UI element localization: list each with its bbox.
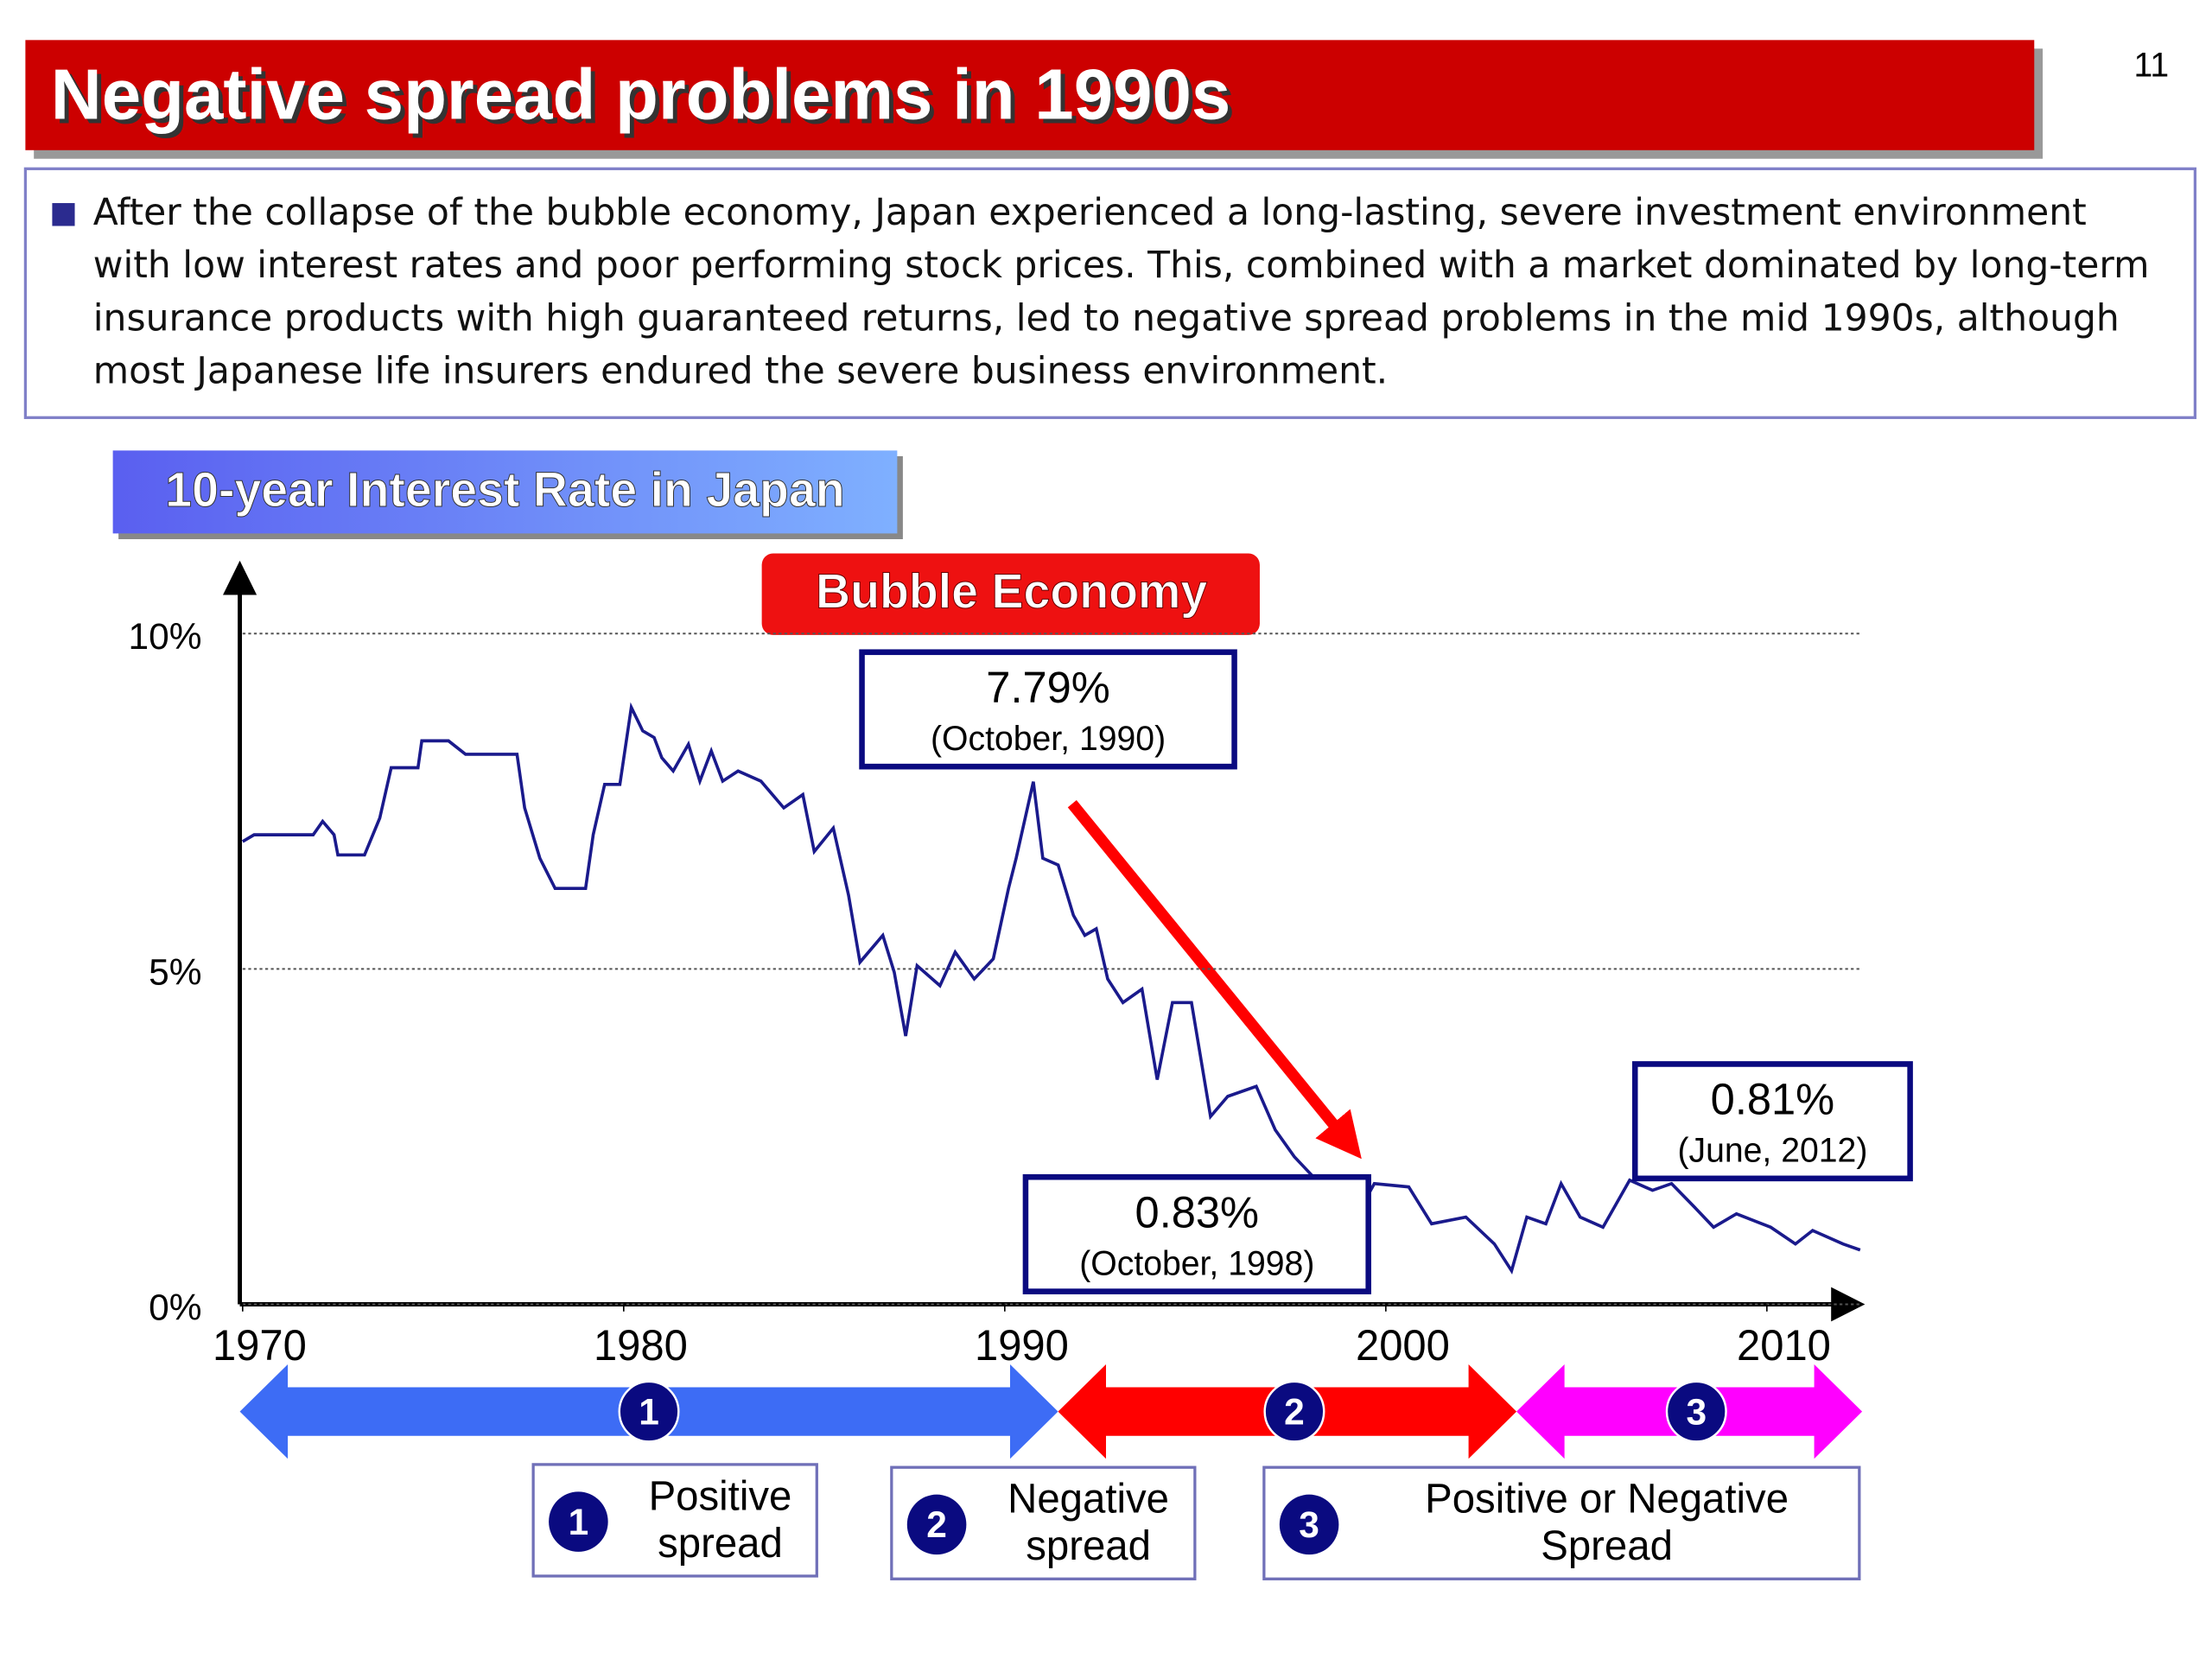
legend-label: Spread	[1541, 1523, 1673, 1569]
decline-arrow	[1067, 799, 1362, 1160]
bullet-box	[23, 167, 2197, 419]
period-number: 3	[1686, 1391, 1707, 1433]
x-tick-label: 1990	[975, 1322, 1069, 1370]
rate-line	[241, 702, 1861, 1274]
legend-badge	[549, 1491, 608, 1552]
x-tick-label: 2010	[1737, 1322, 1831, 1370]
legend-box	[1262, 1465, 1861, 1580]
annotation-date: (June, 2012)	[1677, 1131, 1867, 1169]
title-shadow-text: Negative spread problems in 1990s	[55, 60, 1236, 139]
chart-title: 10-year Interest Rate in Japan	[165, 462, 844, 517]
x-tick-label: 1970	[213, 1322, 307, 1370]
legend-label: spread	[658, 1521, 783, 1567]
page-number: 11	[2133, 46, 2169, 84]
period-badge	[618, 1380, 680, 1443]
period-badge	[1263, 1380, 1325, 1443]
legend-label: Positive or Negative	[1425, 1476, 1789, 1522]
annotation-value: 0.83%	[1135, 1187, 1259, 1236]
highlight-box	[761, 553, 1260, 635]
legend-label: Positive	[649, 1473, 792, 1519]
period-badge	[1665, 1380, 1727, 1443]
annotation-date: (October, 1990)	[931, 720, 1166, 758]
period-number: 2	[1284, 1391, 1305, 1433]
annotation-value: 7.79%	[986, 663, 1109, 712]
bullet-text: After the collapse of the bubble economy…	[92, 191, 2150, 394]
bullet-marker	[52, 203, 75, 226]
legend-number: 3	[1299, 1504, 1319, 1546]
x-tick-label: 1980	[594, 1322, 688, 1370]
legend-number: 2	[926, 1504, 947, 1546]
annotation-value: 0.81%	[1711, 1074, 1834, 1123]
y-tick-label: 5%	[149, 951, 201, 993]
legend-number: 1	[569, 1502, 589, 1543]
legend-badge	[906, 1494, 967, 1555]
period-number: 1	[639, 1391, 659, 1433]
x-tick-label: 2000	[1356, 1322, 1450, 1370]
title-bar	[25, 40, 2035, 150]
legend-badge	[1279, 1494, 1339, 1555]
y-tick-label: 10%	[129, 616, 202, 658]
legend-label: spread	[1026, 1523, 1151, 1569]
bullet-area: After the collapse of the bubble economy…	[92, 191, 2150, 394]
slide-title: Negative spread problems in 1990s	[51, 55, 1231, 135]
annotation-box	[1022, 1173, 1371, 1294]
annotation-box	[1631, 1061, 1913, 1182]
legend-label: Negative	[1007, 1476, 1169, 1522]
highlight-label: Bubble Economy	[816, 563, 1207, 618]
chart-title-box	[112, 450, 898, 534]
annotation-box	[859, 649, 1237, 770]
y-tick-label: 0%	[149, 1287, 201, 1328]
annotation-date: (October, 1998)	[1079, 1244, 1314, 1282]
